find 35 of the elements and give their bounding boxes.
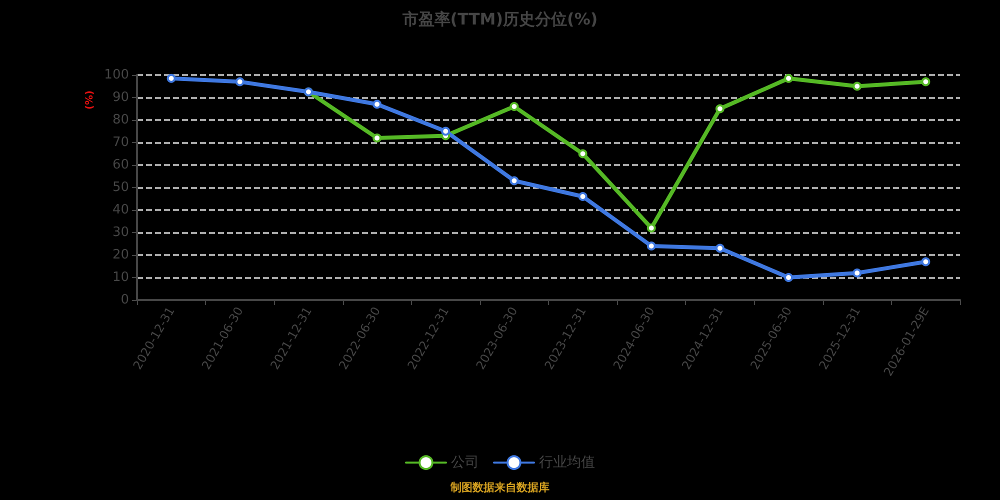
y-tick-label: 80 bbox=[112, 112, 129, 128]
point bbox=[646, 242, 656, 250]
y-tick-label: 20 bbox=[112, 248, 129, 262]
point bbox=[578, 149, 588, 158]
chart-title: 市盈率(TTM)历史分位(%) bbox=[401, 10, 598, 28]
point bbox=[441, 126, 450, 136]
point bbox=[578, 192, 588, 201]
point bbox=[510, 176, 519, 186]
point bbox=[372, 134, 382, 142]
point bbox=[852, 268, 862, 278]
y-tick-label: 90 bbox=[112, 90, 129, 105]
point bbox=[235, 77, 244, 86]
point bbox=[715, 244, 724, 253]
point bbox=[646, 224, 656, 232]
point bbox=[921, 77, 930, 86]
y-tick-label: 100 bbox=[104, 68, 129, 82]
y-tick-label: 30 bbox=[112, 225, 129, 240]
point bbox=[852, 82, 862, 91]
y-axis-title: (%) bbox=[84, 90, 96, 110]
point bbox=[784, 74, 794, 83]
point bbox=[166, 74, 176, 83]
y-tick-label: 70 bbox=[112, 135, 129, 150]
legend-label: 公司 bbox=[451, 454, 479, 471]
y-tick-label: 50 bbox=[112, 180, 129, 195]
point bbox=[372, 100, 382, 109]
point bbox=[784, 273, 794, 282]
y-tick-label: 0 bbox=[120, 292, 129, 308]
text: 制图数据来自数据库 bbox=[450, 481, 550, 494]
point bbox=[715, 104, 724, 114]
y-tick-label: 10 bbox=[112, 270, 129, 285]
y-tick-label: 60 bbox=[112, 158, 129, 172]
point bbox=[510, 102, 519, 111]
legend-label: 行业均值 bbox=[539, 454, 595, 471]
point bbox=[921, 257, 930, 266]
y-tick-label: 40 bbox=[112, 202, 129, 218]
